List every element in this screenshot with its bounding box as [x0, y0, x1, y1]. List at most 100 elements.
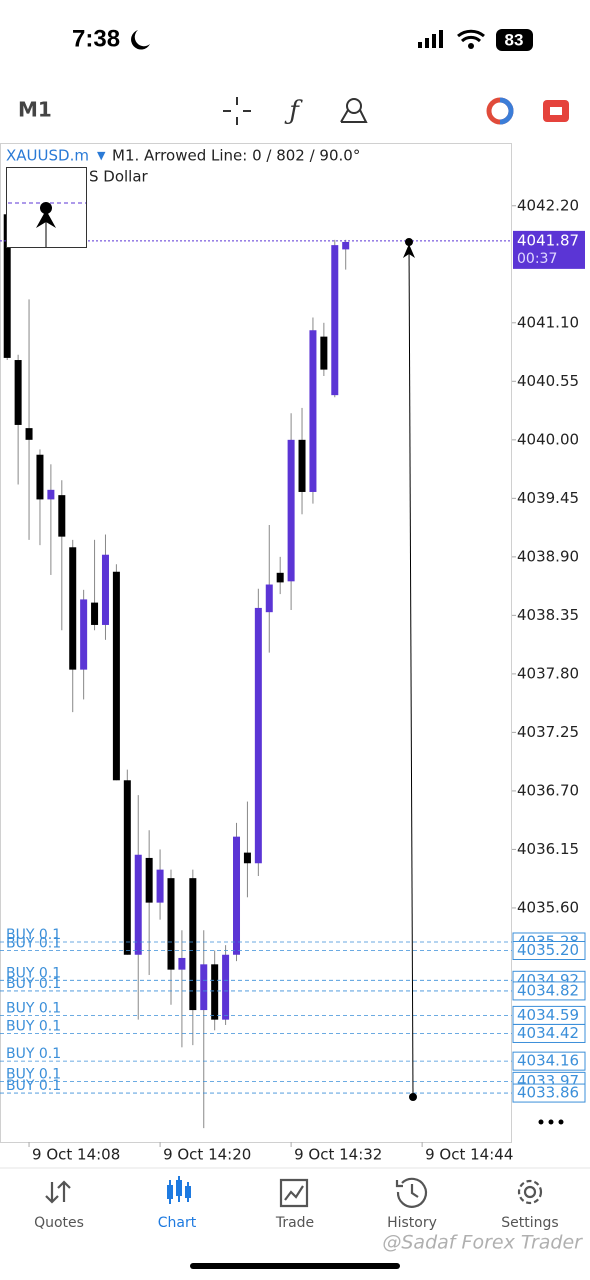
more-button[interactable] [538, 1119, 564, 1125]
candle-body [145, 857, 153, 903]
battery-level: 83 [505, 30, 524, 49]
candle-body [101, 554, 109, 625]
order-price-box [512, 981, 586, 1001]
tab-label[interactable]: Trade [275, 1215, 314, 1231]
candle-body [276, 572, 284, 583]
candle-body [222, 954, 230, 1020]
order-price-box [512, 1083, 586, 1103]
order-price-label: 4034.16 [517, 1052, 579, 1070]
candle-body [14, 360, 22, 425]
symbol-dropdown[interactable]: ▼ [97, 149, 106, 162]
plot: 4042.20 4041.10 4040.55 4040.00 4039.45 4038.… [0, 196, 586, 1164]
order-label[interactable]: BUY 0.1 [6, 1066, 61, 1082]
candle-body [211, 964, 219, 1020]
y-tick-label: 4038.90 [517, 547, 579, 565]
arrowed-line[interactable] [408, 241, 414, 1098]
y-tick-label: 4036.70 [517, 781, 579, 799]
order-price-box [512, 940, 586, 960]
home-indicator [190, 1263, 400, 1269]
account-button-half [499, 97, 514, 125]
chart-frame [0, 143, 512, 1143]
crosshair-button[interactable] [223, 97, 251, 125]
tab-label[interactable]: Settings [501, 1215, 558, 1231]
candle-body [331, 245, 339, 396]
order-label[interactable]: BUY 0.1 [6, 927, 61, 943]
order-price-box [512, 1051, 586, 1071]
y-tick-label: 4042.20 [517, 196, 579, 214]
candle-body [178, 957, 186, 970]
preview-arrow-dot [40, 202, 52, 214]
order-price-label: 4034.82 [517, 981, 579, 999]
candle-body [112, 571, 120, 781]
order-label[interactable]: BUY 0.1 [6, 1000, 61, 1016]
candle-body [167, 878, 175, 970]
candle-body [25, 428, 33, 440]
arrowed-line-handle[interactable] [405, 238, 413, 246]
watermark: @Sadaf Forex Trader [382, 1232, 583, 1254]
preview-arrow-head [36, 210, 56, 228]
candle-body [123, 780, 131, 955]
symbol-label[interactable]: XAUUSD.m [6, 147, 89, 165]
candle-body [309, 330, 317, 492]
x-tick-label: 9 Oct 14:08 [32, 1146, 120, 1164]
arrowed-line-head [403, 244, 415, 258]
candle-body [156, 869, 164, 903]
candle-body [134, 854, 142, 955]
candle-body [3, 214, 11, 358]
moon-icon [131, 30, 150, 50]
trade-button-glyph [550, 107, 562, 115]
candle-body [91, 602, 99, 625]
candle-body [298, 439, 306, 492]
order-label[interactable]: BUY 0.1 [6, 1078, 61, 1094]
candle-body [80, 599, 88, 670]
order-label[interactable]: BUY 0.1 [6, 976, 61, 992]
y-tick-label: 4037.80 [517, 664, 579, 682]
y-tick-label: 4036.15 [517, 840, 579, 858]
candle-body [320, 336, 328, 370]
battery-icon [496, 29, 533, 51]
order-label[interactable]: BUY 0.1 [6, 965, 61, 981]
y-tick-label: 4038.35 [517, 606, 579, 624]
tab-icons [45, 1177, 543, 1208]
tab-label[interactable]: History [387, 1215, 437, 1231]
timeframe-button[interactable]: M1 [18, 98, 52, 122]
candle-body [265, 584, 273, 613]
status-time: 7:38 [72, 25, 120, 52]
y-tick-label: 4041.10 [517, 313, 579, 331]
chart-tab-icon [167, 1176, 191, 1204]
candle-body [58, 495, 66, 537]
candle-body [36, 454, 44, 500]
tab-label[interactable]: Quotes [34, 1215, 84, 1231]
x-tick-label: 9 Oct 14:32 [294, 1146, 382, 1164]
candle-body [189, 878, 197, 1011]
wifi-dot [468, 43, 474, 49]
signal-icon [418, 30, 443, 48]
chart-subtitle: S Dollar [89, 168, 149, 186]
order-label[interactable]: BUY 0.1 [6, 1046, 61, 1062]
order-label[interactable]: BUY 0.1 [6, 935, 61, 951]
candle-body [243, 852, 251, 864]
y-tick-label: 4040.00 [517, 430, 579, 448]
order-price-label: 4033.86 [517, 1084, 579, 1102]
order-price-box [512, 1023, 586, 1043]
current-price-label: 4041.87 [517, 231, 579, 249]
arrowed-line-handle[interactable] [409, 1093, 417, 1101]
y-tick-label: 4035.60 [517, 898, 579, 916]
candle-body [200, 964, 208, 1011]
objects-button[interactable] [340, 98, 368, 123]
order-price-label: 4034.42 [517, 1024, 579, 1042]
x-tick-label: 9 Oct 14:20 [163, 1146, 251, 1164]
order-price-label: 4035.20 [517, 941, 579, 959]
y-tick-label: 4037.25 [517, 723, 579, 741]
y-tick-label: 4040.55 [517, 372, 579, 390]
order-label[interactable]: BUY 0.1 [6, 1018, 61, 1034]
bar-timer: 00:37 [517, 251, 557, 267]
tab-label[interactable]: Chart [158, 1215, 197, 1231]
candle-body [69, 547, 77, 670]
order-price-label: 4034.59 [517, 1006, 579, 1024]
tab-bar: Quotes Chart Trade History Settings [34, 1215, 559, 1231]
wifi-icon [457, 29, 485, 43]
indicators-button[interactable]: ƒ [284, 96, 303, 126]
